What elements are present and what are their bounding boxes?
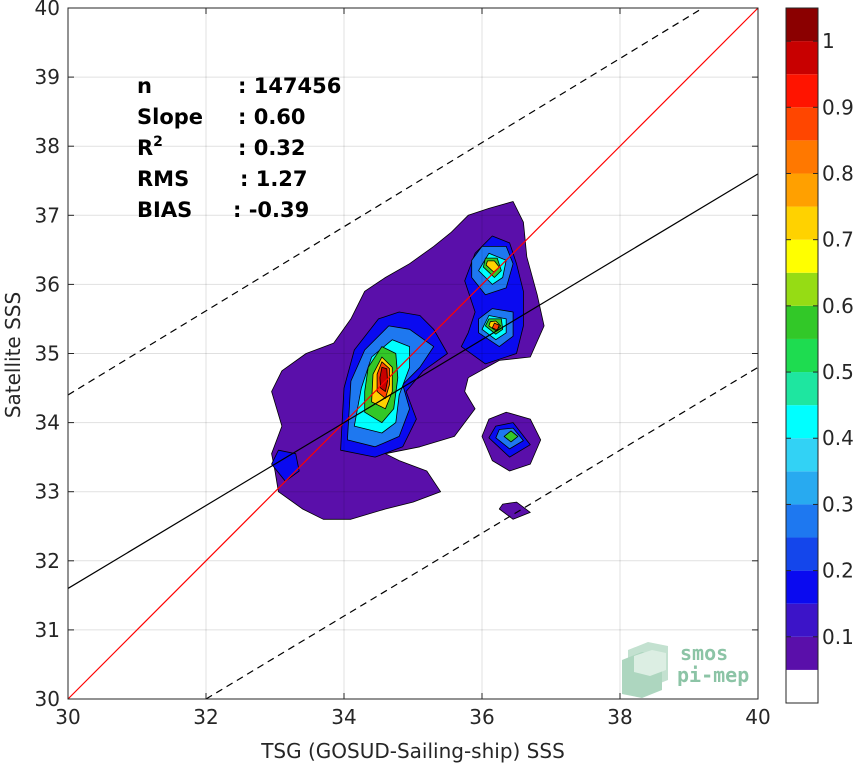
x-tick-label: 32 [193, 705, 218, 729]
density-contour-0.05 [498, 501, 531, 520]
colorbar-band [786, 504, 818, 538]
y-tick-label: 36 [35, 272, 60, 296]
colorbar-band [786, 272, 818, 306]
stat-label: RMS [137, 167, 189, 191]
stat-value: : 147456 [238, 74, 341, 98]
upper-bound-line [67, 7, 704, 396]
y-tick-label: 30 [35, 687, 60, 711]
colorbar-band [786, 537, 818, 571]
colorbar-band [786, 8, 818, 42]
colorbar-band [786, 107, 818, 141]
stat-label: BIAS [137, 198, 192, 222]
colorbar-band [786, 41, 818, 75]
colorbar-band [786, 603, 818, 637]
x-tick-label: 40 [745, 705, 770, 729]
one-to-one-line [67, 7, 759, 700]
stat-label: n [137, 74, 152, 98]
colorbar-tick-label: 0.3 [822, 492, 854, 516]
colorbar-tick-label: 0.7 [822, 228, 854, 252]
x-tick-label: 36 [469, 705, 494, 729]
colorbar-band [786, 206, 818, 240]
colorbar-band [786, 405, 818, 439]
colorbar-band [786, 669, 818, 703]
colorbar-tick-label: 0.2 [822, 559, 854, 583]
stat-value: : 1.27 [240, 167, 308, 191]
colorbar-band [786, 338, 818, 373]
y-tick-label: 39 [35, 65, 60, 89]
colorbar-band [786, 438, 818, 472]
colorbar-band [786, 140, 818, 174]
stat-value: : 0.60 [238, 105, 306, 129]
x-tick-label: 38 [607, 705, 632, 729]
colorbar-tick-label: 0.5 [822, 360, 854, 384]
y-tick-label: 40 [35, 0, 60, 20]
colorbar-tick-label: 0.8 [822, 161, 854, 185]
regression-line [67, 173, 759, 589]
y-tick-label: 34 [35, 411, 60, 435]
logo-mark-icon [622, 642, 668, 698]
colorbar-band [786, 239, 818, 273]
y-tick-label: 31 [35, 618, 60, 642]
x-tick-label: 34 [331, 705, 356, 729]
colorbar-tick-label: 0.6 [822, 294, 854, 318]
stat-value: : 0.32 [238, 136, 306, 160]
colorbar-band [786, 305, 818, 339]
colorbar-band [786, 636, 818, 670]
y-tick-label: 37 [35, 203, 60, 227]
colorbar-band [786, 372, 818, 406]
logo-text-pi-mep: pi-mep [677, 663, 749, 687]
colorbar-tick-label: 0.9 [822, 95, 854, 119]
y-tick-label: 33 [35, 480, 60, 504]
density-contour-0.7 [485, 260, 500, 273]
density-contour-0.15 [271, 449, 300, 482]
colorbar-band [786, 471, 818, 505]
colorbar [785, 7, 819, 704]
y-tick-label: 32 [35, 549, 60, 573]
colorbar-band [786, 74, 818, 108]
stat-label: Slope [137, 105, 203, 129]
colorbar-ticks: 0.1 0.2 0.3 0.4 0.5 0.6 0.7 0.8 0.9 1 [786, 29, 854, 649]
density-contour-0.55 [503, 430, 519, 443]
y-axis-label: Satellite SSS [1, 292, 25, 418]
reference-lines [67, 7, 759, 700]
y-axis-ticks: 30 31 32 33 34 35 36 37 38 39 40 [35, 0, 758, 711]
density-contour-0.85 [491, 322, 500, 331]
y-tick-label: 38 [35, 134, 60, 158]
x-axis-ticks: 30 32 34 36 38 40 [55, 8, 771, 729]
stat-value: : -0.39 [233, 198, 309, 222]
x-tick-label: 30 [55, 705, 80, 729]
colorbar-band [786, 570, 818, 604]
colorbar-tick-label: 1 [822, 29, 835, 53]
stat-superscript: 2 [153, 134, 163, 150]
colorbar-tick-label: 0.4 [822, 426, 854, 450]
y-tick-label: 35 [35, 342, 60, 366]
colorbar-band [786, 173, 818, 207]
logo-text-smos: smos [680, 641, 728, 665]
density-contours [271, 201, 545, 520]
x-axis-label: TSG (GOSUD-Sailing-ship) SSS [260, 739, 565, 763]
smos-pi-mep-logo: smos pi-mep [622, 641, 749, 698]
colorbar-tick-label: 0.1 [822, 625, 854, 649]
colorbar-frame [785, 7, 819, 704]
